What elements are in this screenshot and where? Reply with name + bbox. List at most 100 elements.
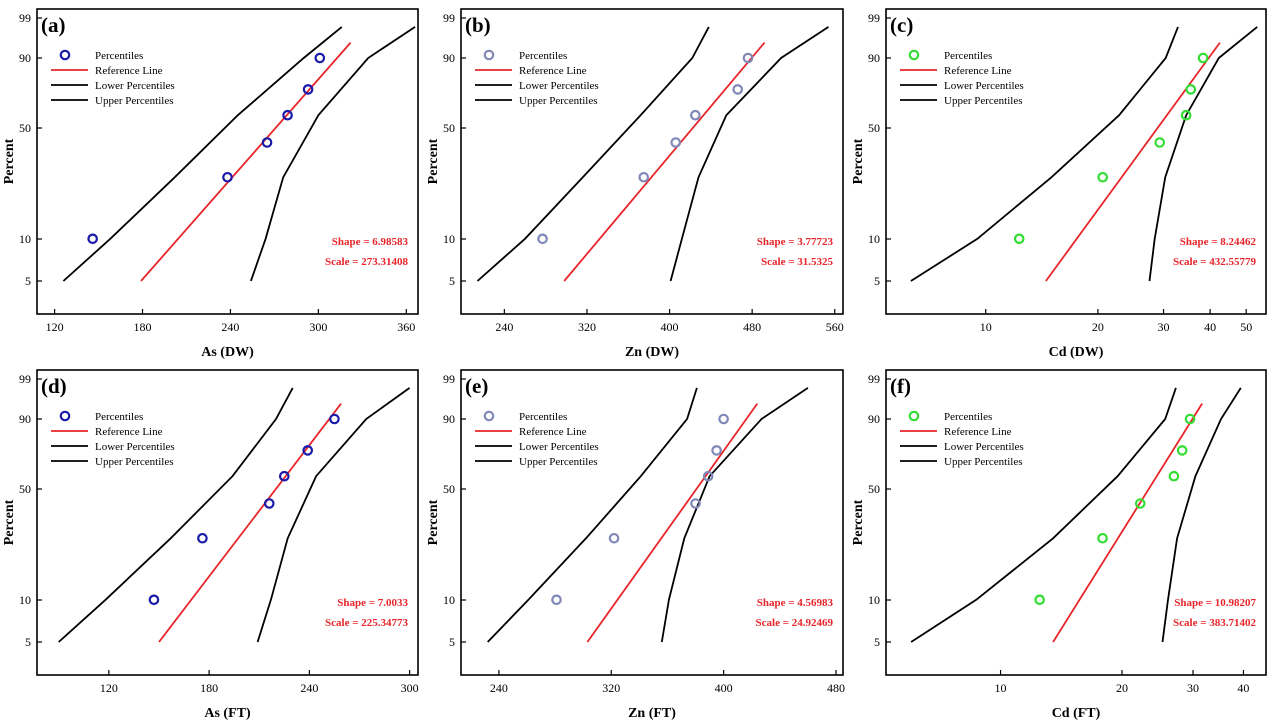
data-point-e bbox=[711, 445, 722, 456]
data-point-a bbox=[282, 109, 293, 121]
y-tick-label-b: 50 bbox=[443, 121, 455, 135]
y-tick-label-f: 10 bbox=[868, 593, 880, 607]
panel-a: 5 10 50 90 99 120 180 240 300 360 As (DW) Percent (a… bbox=[2, 8, 419, 360]
x-tick-label-c: 20 bbox=[1092, 320, 1104, 334]
y-tick-label-f: 50 bbox=[868, 482, 880, 496]
panel-d: 5 10 50 90 99 120 180 240 300 As (FT) Percent (d) Pe… bbox=[2, 369, 419, 721]
legend-entry-e: Lower Percentiles bbox=[519, 441, 599, 453]
data-point-f bbox=[1184, 413, 1196, 425]
x-tick-label-d: 300 bbox=[401, 681, 419, 695]
data-point-e bbox=[690, 498, 701, 509]
upper-percentile-curve-a bbox=[250, 26, 416, 282]
y-tick-label-d: 99 bbox=[19, 372, 31, 386]
plot-frame-c bbox=[885, 8, 1267, 315]
data-point-d bbox=[279, 470, 290, 482]
x-tick-label-b: 560 bbox=[826, 320, 844, 334]
annotation-c: Shape = 8.24462 bbox=[1180, 236, 1257, 248]
y-tick-label-f: 5 bbox=[874, 635, 880, 649]
plot-frame-d bbox=[36, 369, 419, 676]
y-tick-label-b: 5 bbox=[449, 274, 455, 288]
reference-line-b bbox=[563, 42, 766, 282]
x-tick-label-c: 10 bbox=[980, 320, 992, 334]
x-tick-label-b: 320 bbox=[578, 320, 596, 334]
x-tick-label-e: 240 bbox=[490, 681, 508, 695]
x-axis-title-c: Cd (DW) bbox=[1049, 345, 1104, 360]
x-tick-label-d: 120 bbox=[100, 681, 118, 695]
legend-entry-c: Upper Percentiles bbox=[944, 95, 1023, 107]
annotation-b: Scale = 31.5325 bbox=[761, 256, 833, 268]
y-tick-label-f: 90 bbox=[868, 412, 880, 426]
x-tick-label-c: 40 bbox=[1204, 320, 1216, 334]
y-tick-label-c: 99 bbox=[868, 11, 880, 25]
y-tick-label-e: 99 bbox=[443, 372, 455, 386]
legend-entry-a: Reference Line bbox=[95, 65, 163, 77]
annotation-f: Shape = 10.98207 bbox=[1174, 597, 1256, 609]
y-axis-title-c: Percent bbox=[851, 138, 866, 184]
x-tick-label-c: 50 bbox=[1240, 320, 1252, 334]
panel-label-b: (b) bbox=[465, 13, 491, 37]
x-tick-label-a: 180 bbox=[134, 320, 152, 334]
data-point-c bbox=[1013, 233, 1025, 245]
legend-entry-e: Reference Line bbox=[519, 426, 587, 438]
annotation-b: Shape = 3.77723 bbox=[757, 236, 834, 248]
x-tick-label-c: 30 bbox=[1158, 320, 1170, 334]
y-tick-label-e: 10 bbox=[443, 593, 455, 607]
legend-entry-d: Reference Line bbox=[95, 426, 163, 438]
y-tick-label-f: 99 bbox=[868, 372, 880, 386]
data-point-f bbox=[1034, 594, 1045, 606]
x-axis-title-d: As (FT) bbox=[204, 706, 251, 721]
y-tick-label-e: 5 bbox=[449, 635, 455, 649]
reference-line-a bbox=[140, 42, 352, 282]
y-tick-label-e: 50 bbox=[443, 482, 455, 496]
legend-entry-c: Percentiles bbox=[944, 50, 992, 62]
y-axis-title-f: Percent bbox=[851, 499, 866, 545]
legend-entry-b: Percentiles bbox=[519, 50, 567, 62]
data-point-d bbox=[302, 445, 314, 456]
y-tick-label-c: 10 bbox=[868, 232, 880, 246]
x-tick-label-f: 40 bbox=[1237, 681, 1249, 695]
data-point-c bbox=[1154, 137, 1166, 148]
legend-entry-e: Percentiles bbox=[519, 411, 567, 423]
legend-entry-b: Reference Line bbox=[519, 65, 587, 77]
panel-b: 5 10 50 90 99 240 320 400 480 560 Zn (DW) Percent (b… bbox=[426, 8, 844, 360]
legend-entry-f: Upper Percentiles bbox=[944, 456, 1023, 468]
data-point-b bbox=[690, 109, 701, 121]
panel-label-c: (c) bbox=[890, 13, 913, 37]
y-tick-label-a: 90 bbox=[19, 51, 31, 65]
legend-marker-d bbox=[59, 410, 71, 422]
data-point-a bbox=[87, 233, 98, 245]
legend-entry-d: Lower Percentiles bbox=[95, 441, 175, 453]
upper-percentile-curve-d bbox=[256, 387, 411, 643]
lower-percentile-curve-c bbox=[910, 26, 1179, 282]
x-tick-label-b: 400 bbox=[661, 320, 679, 334]
legend-entry-c: Reference Line bbox=[944, 65, 1012, 77]
panel-c: 5 10 50 90 99 10 20 30 40 50 Cd (DW) Percent (c) Perc… bbox=[851, 8, 1267, 360]
data-point-d bbox=[329, 413, 340, 425]
upper-percentile-curve-f bbox=[1161, 387, 1242, 643]
reference-line-f bbox=[1052, 403, 1203, 643]
legend-marker-c bbox=[908, 49, 920, 61]
x-tick-label-b: 480 bbox=[743, 320, 761, 334]
x-axis-title-b: Zn (DW) bbox=[625, 345, 679, 360]
data-point-d bbox=[148, 594, 160, 606]
data-point-e bbox=[718, 413, 729, 425]
x-tick-label-e: 320 bbox=[602, 681, 620, 695]
panel-label-f: (f) bbox=[890, 374, 911, 398]
y-tick-label-a: 99 bbox=[19, 11, 31, 25]
plot-frame-f bbox=[885, 369, 1267, 676]
x-tick-label-f: 30 bbox=[1187, 681, 1199, 695]
y-tick-label-a: 50 bbox=[19, 121, 31, 135]
legend-entry-f: Lower Percentiles bbox=[944, 441, 1024, 453]
x-axis-title-a: As (DW) bbox=[201, 345, 254, 360]
y-tick-label-c: 90 bbox=[868, 51, 880, 65]
lower-percentile-curve-d bbox=[58, 387, 294, 643]
data-point-e bbox=[608, 532, 620, 544]
y-axis-title-e: Percent bbox=[426, 499, 441, 545]
reference-line-d bbox=[158, 403, 342, 643]
data-point-d bbox=[197, 532, 208, 544]
data-point-e bbox=[551, 594, 562, 606]
plot-frame-e bbox=[460, 369, 844, 676]
y-tick-label-d: 50 bbox=[19, 482, 31, 496]
data-point-f bbox=[1134, 498, 1146, 509]
y-tick-label-a: 10 bbox=[19, 232, 31, 246]
